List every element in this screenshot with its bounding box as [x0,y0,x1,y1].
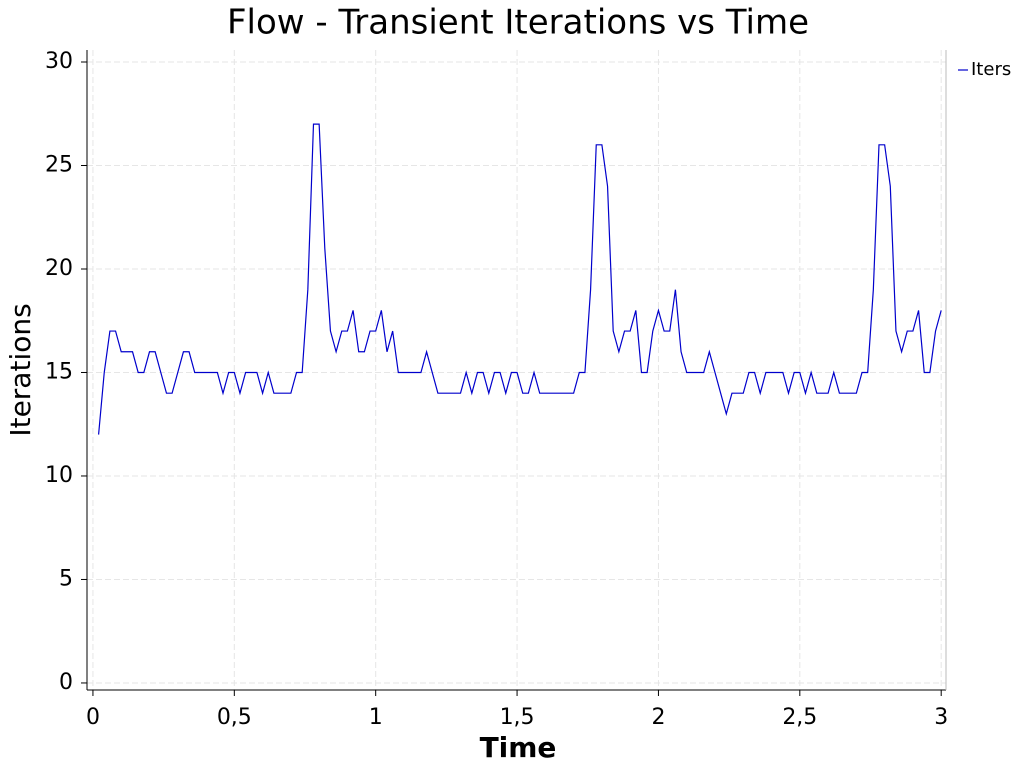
legend-label: Iters [971,59,1011,80]
x-tick-label: 2 [651,705,665,730]
y-tick-label: 15 [45,359,73,384]
y-tick-label: 5 [59,566,73,591]
x-tick-label: 3 [934,705,948,730]
y-tick-label: 25 [45,152,73,177]
y-tick-label: 0 [59,670,73,695]
y-tick-label: 20 [45,256,73,281]
x-tick-label: 0,5 [217,705,252,730]
data-line [97,123,942,435]
x-tick-label: 1,5 [500,705,535,730]
y-axis-title: Iterations [4,303,37,436]
x-tick-label: 1 [369,705,383,730]
x-tick-label: 2,5 [782,705,817,730]
x-tick-label: 0 [86,705,100,730]
chart-title: Flow - Transient Iterations vs Time [227,3,809,43]
y-tick-label: 30 [45,49,73,74]
y-tick-label: 10 [45,463,73,488]
x-axis-title: Time [480,731,557,764]
